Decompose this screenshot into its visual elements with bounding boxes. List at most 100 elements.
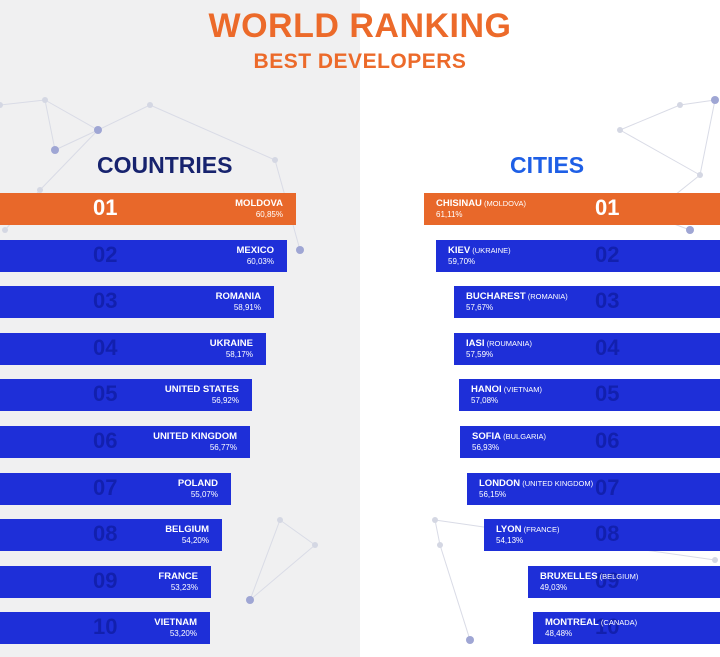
bar-label: POLAND <box>178 478 218 489</box>
city-bar-04: 04 IASI (ROUMANIA) 57,59% <box>454 333 720 365</box>
bar-label: MONTREAL (CANADA) <box>545 617 637 628</box>
bar-label: LONDON (UNITED KINGDOM) <box>479 478 593 489</box>
network-node <box>296 246 304 254</box>
city-bar-08: 08 LYON (FRANCE) 54,13% <box>484 519 720 551</box>
bar-label: UKRAINE <box>210 338 253 349</box>
network-node <box>277 517 283 523</box>
category-name: HANOI <box>471 384 502 395</box>
category-name: BELGIUM <box>165 524 209 535</box>
rank-number: 02 <box>595 242 620 267</box>
value-label: 54,13% <box>496 536 524 545</box>
rank-number: 07 <box>93 475 118 500</box>
rank-number: 05 <box>93 381 118 406</box>
network-line <box>44 99 99 131</box>
network-node <box>711 96 719 104</box>
rank-number: 03 <box>595 288 620 313</box>
network-node <box>312 542 318 548</box>
network-line <box>44 99 56 151</box>
category-note: (CANADA) <box>598 618 638 627</box>
network-node <box>0 102 3 108</box>
value-label: 56,15% <box>479 490 507 499</box>
category-note: (MOLDOVA) <box>481 199 526 208</box>
city-bar-05: 05 HANOI (VIETNAM) 57,08% <box>459 379 720 411</box>
category-name: MONTREAL <box>545 617 599 628</box>
country-bar-09: 09 FRANCE 53,23% <box>0 566 211 598</box>
rank-number: 01 <box>595 195 620 220</box>
country-bar-02: 02 MEXICO 60,03% <box>0 240 287 272</box>
country-bar-01: 01 MOLDOVA 60,85% <box>0 193 296 225</box>
country-bar-06: 06 UNITED KINGDOM 56,77% <box>0 426 250 458</box>
bar-label: BUCHAREST (ROMANIA) <box>466 291 568 302</box>
country-bar-08: 08 BELGIUM 54,20% <box>0 519 222 551</box>
network-line <box>699 99 716 176</box>
bar-label: UNITED STATES <box>165 384 239 395</box>
category-name: UKRAINE <box>209 338 253 349</box>
category-name: MEXICO <box>236 245 274 256</box>
network-node <box>272 157 278 163</box>
network-line <box>54 129 99 151</box>
value-label: 57,67% <box>466 303 494 312</box>
network-node <box>712 557 718 563</box>
category-note: (UKRAINE) <box>470 246 511 255</box>
rank-number: 07 <box>595 475 620 500</box>
country-bar-05: 05 UNITED STATES 56,92% <box>0 379 252 411</box>
network-node <box>147 102 153 108</box>
rank-number: 08 <box>595 521 620 546</box>
city-bar-07: 07 LONDON (UNITED KINGDOM) 56,15% <box>467 473 720 505</box>
bar-label: HANOI (VIETNAM) <box>471 384 542 395</box>
rank-number: 10 <box>595 614 620 639</box>
country-bar-03: 03 ROMANIA 58,91% <box>0 286 274 318</box>
bar-label: KIEV (UKRAINE) <box>448 245 511 256</box>
category-name: MOLDOVA <box>235 198 283 209</box>
rank-number: 09 <box>93 568 118 593</box>
value-label: 56,93% <box>472 443 500 452</box>
network-node <box>697 172 703 178</box>
countries-heading: COUNTRIES <box>97 152 233 178</box>
value-label: 56,77% <box>209 443 237 452</box>
rank-number: 03 <box>93 288 118 313</box>
value-label: 55,07% <box>190 490 218 499</box>
network-line <box>97 104 151 131</box>
category-name: BRUXELLES <box>540 571 598 582</box>
value-label: 48,48% <box>545 629 573 638</box>
value-label: 54,20% <box>181 536 209 545</box>
city-bar-03: 03 BUCHAREST (ROMANIA) 57,67% <box>454 286 720 318</box>
bar-label: LYON (FRANCE) <box>496 524 559 535</box>
category-name: UNITED STATES <box>164 384 239 395</box>
category-name: LYON <box>496 524 522 535</box>
value-label: 58,17% <box>225 350 253 359</box>
network-node <box>432 517 438 523</box>
bar-label: VIETNAM <box>154 617 197 628</box>
rank-number: 09 <box>595 568 620 593</box>
value-label: 53,23% <box>170 583 198 592</box>
value-label: 59,70% <box>448 257 476 266</box>
category-note: (FRANCE) <box>521 525 560 534</box>
bar-label: SOFIA (BULGARIA) <box>472 431 546 442</box>
page-subtitle: BEST DEVELOPERS <box>253 50 467 73</box>
rank-number: 04 <box>595 335 620 360</box>
network-node <box>686 226 694 234</box>
value-label: 58,91% <box>233 303 261 312</box>
network-line <box>679 99 716 106</box>
rank-number: 06 <box>93 428 118 453</box>
rank-number: 10 <box>93 614 118 639</box>
value-label: 57,59% <box>466 350 494 359</box>
category-note: (ROMANIA) <box>525 292 568 301</box>
city-bar-02: 02 KIEV (UKRAINE) 59,70% <box>436 240 720 272</box>
network-node <box>51 146 59 154</box>
category-name: UNITED KINGDOM <box>153 431 237 442</box>
network-line <box>249 519 281 601</box>
value-label: 61,11% <box>436 210 463 219</box>
category-name: CHISINAU <box>436 198 482 209</box>
value-label: 60,85% <box>255 210 283 219</box>
value-label: 60,03% <box>246 257 274 266</box>
category-note: (ROUMANIA) <box>484 339 532 348</box>
bar-label: MEXICO <box>237 245 274 256</box>
bar-label: BRUXELLES (BELGIUM) <box>540 571 638 582</box>
network-node <box>466 636 474 644</box>
rank-number: 08 <box>93 521 118 546</box>
category-name: BUCHAREST <box>466 291 526 302</box>
network-node <box>246 596 254 604</box>
network-line <box>619 129 701 176</box>
